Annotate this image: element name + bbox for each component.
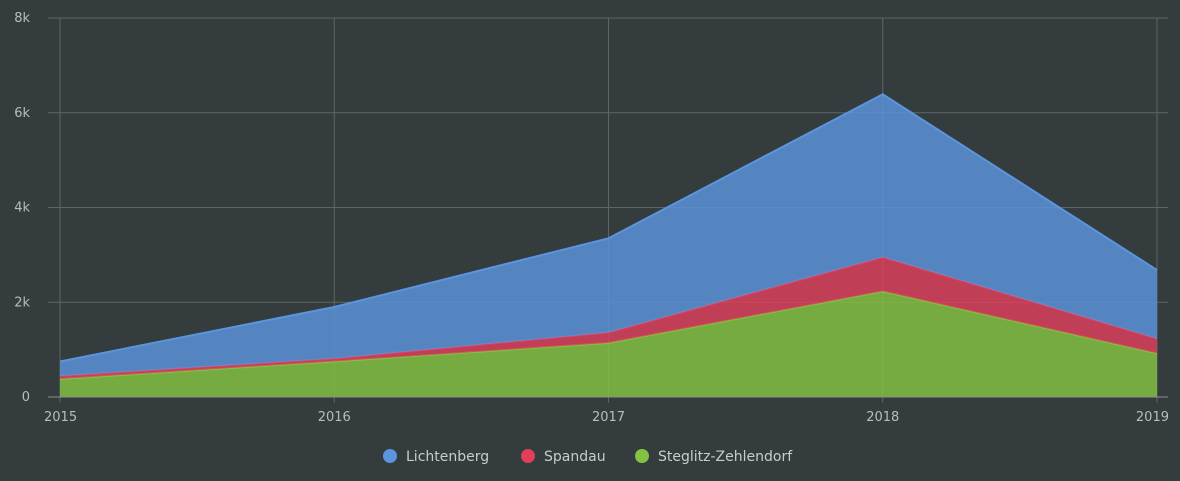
legend: Lichtenberg Spandau Steglitz-Zehlendorf (383, 449, 793, 465)
area-lichtenberg (60, 94, 1157, 377)
plot-area (59, 93, 1158, 397)
legend-label: Lichtenberg (406, 449, 489, 465)
x-tick-label: 2015 (44, 410, 77, 425)
x-tick-label: 2016 (318, 410, 351, 425)
axes: 0 2k 4k 6k 8k 2015 2016 2017 2018 2019 (14, 11, 1169, 425)
y-tick-label: 4k (14, 201, 30, 216)
line-lichtenberg (59, 93, 1158, 363)
legend-item-steglitz-zehlendorf[interactable]: Steglitz-Zehlendorf (635, 449, 793, 465)
y-tick-label: 2k (14, 295, 30, 310)
x-tick-label: 2017 (592, 410, 625, 425)
legend-marker (383, 449, 397, 463)
y-tick-label: 8k (14, 11, 30, 26)
area-steglitz-zehlendorf (60, 291, 1157, 397)
y-tick-label: 6k (14, 106, 30, 121)
area-spandau (60, 257, 1157, 379)
y-tick-label: 0 (22, 390, 30, 405)
legend-label: Spandau (544, 449, 606, 465)
legend-marker (635, 449, 649, 463)
legend-item-spandau[interactable]: Spandau (521, 449, 606, 465)
x-tick-label: 2019 (1136, 410, 1169, 425)
x-tick-label: 2018 (866, 410, 899, 425)
legend-marker (521, 449, 535, 463)
legend-item-lichtenberg[interactable]: Lichtenberg (383, 449, 489, 465)
legend-label: Steglitz-Zehlendorf (658, 449, 793, 465)
